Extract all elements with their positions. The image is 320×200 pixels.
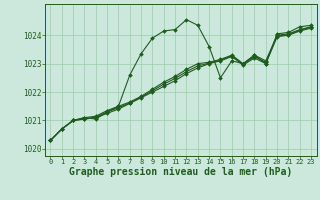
X-axis label: Graphe pression niveau de la mer (hPa): Graphe pression niveau de la mer (hPa) — [69, 167, 292, 177]
